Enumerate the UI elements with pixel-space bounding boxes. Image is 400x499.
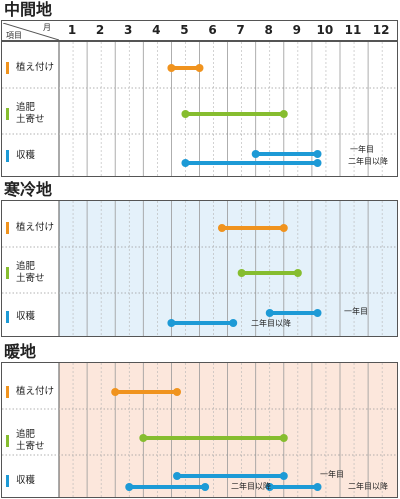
region-title-kanreichi: 寒冷地 [4, 180, 53, 199]
row-marker-fertilize [6, 435, 9, 447]
bar-start-dot [111, 388, 120, 396]
note-second-year: 二年目以降 [348, 157, 388, 166]
row-label-harvest: 収穫 [16, 311, 36, 322]
month-number: 11 [344, 23, 362, 37]
note-first-year: 一年目 [350, 145, 374, 154]
row-label-fertilize: 追肥 土寄せ [16, 261, 45, 284]
row-marker-fertilize [6, 108, 9, 120]
bar-start-dot [265, 483, 274, 491]
month-number: 12 [372, 23, 390, 37]
row-label-fertilize: 追肥 土寄せ [16, 102, 45, 125]
bar-end-dot [313, 309, 322, 317]
region-band-danchi: 植え付け 追肥 土寄せ 収穫 一年目 二年目以降 二年目以降 [1, 362, 398, 498]
bar-start-dot [265, 309, 274, 317]
schedule-grid-chukanchi [2, 42, 397, 176]
row-marker-harvest [6, 475, 9, 487]
bar-start-dot [139, 434, 148, 442]
month-number: 7 [236, 23, 245, 37]
bar-end-dot [293, 269, 302, 277]
header-item-cell: 月 項目 [3, 23, 59, 40]
row-marker-harvest [6, 311, 9, 323]
bar-start-dot [167, 64, 176, 72]
month-number: 9 [292, 23, 301, 37]
bar-start-dot [181, 110, 190, 118]
bar-start-dot [181, 159, 190, 167]
bar-start-dot [125, 483, 134, 491]
bar-end-dot [173, 388, 182, 396]
region-title-chukanchi: 中間地 [4, 0, 53, 19]
month-number: 4 [152, 23, 161, 37]
row-marker-planting [6, 62, 9, 74]
note-first-year: 一年目 [344, 307, 368, 316]
row-label-harvest: 収穫 [16, 150, 36, 161]
header-diagonal [3, 23, 59, 40]
bar-end-dot [195, 64, 204, 72]
row-label-planting: 植え付け [16, 62, 55, 73]
month-number: 10 [316, 23, 334, 37]
bar-start-dot [237, 269, 246, 277]
row-marker-planting [6, 386, 9, 398]
schedule-grid-kanreichi [2, 201, 397, 336]
month-header: 月 項目 1 2 3 4 5 6 7 8 9 10 11 12 [1, 20, 398, 41]
bar-end-dot [313, 483, 322, 491]
bar-end-dot [201, 483, 210, 491]
bar-end-dot [279, 224, 288, 232]
header-month-label: 月 [43, 23, 51, 32]
month-number: 5 [180, 23, 189, 37]
bar-end-dot [313, 150, 322, 158]
bar-start-dot [167, 319, 176, 327]
note-second-year: 二年目以降 [231, 482, 271, 491]
row-label-planting: 植え付け [16, 222, 55, 233]
note-second-year-b: 二年目以降 [348, 482, 388, 491]
row-label-fertilize: 追肥 土寄せ [16, 429, 45, 452]
row-marker-fertilize [6, 267, 9, 279]
bar-start-dot [173, 472, 182, 480]
month-number: 3 [124, 23, 133, 37]
row-label-harvest: 収穫 [16, 475, 36, 486]
header-item-label: 項目 [6, 31, 22, 40]
region-band-kanreichi: 植え付け 追肥 土寄せ 収穫 一年目 二年目以降 [1, 200, 398, 337]
month-number: 6 [208, 23, 217, 37]
month-number: 1 [67, 23, 77, 37]
schedule-grid-danchi [2, 363, 397, 497]
row-label-planting: 植え付け [16, 386, 55, 397]
row-marker-harvest [6, 150, 9, 162]
month-number: 8 [264, 23, 273, 37]
bar-end-dot [279, 110, 288, 118]
bar-end-dot [279, 434, 288, 442]
bar-start-dot [251, 150, 260, 158]
bar-end-dot [279, 472, 288, 480]
region-title-danchi: 暖地 [4, 342, 37, 361]
bar-end-dot [229, 319, 238, 327]
row-marker-planting [6, 222, 9, 234]
bar-end-dot [313, 159, 322, 167]
month-number: 2 [95, 23, 105, 37]
note-first-year: 一年目 [320, 470, 344, 479]
note-second-year: 二年目以降 [251, 319, 291, 328]
region-band-chukanchi: 植え付け 追肥 土寄せ 収穫 一年目 二年目以降 [1, 41, 398, 177]
bar-start-dot [217, 224, 226, 232]
